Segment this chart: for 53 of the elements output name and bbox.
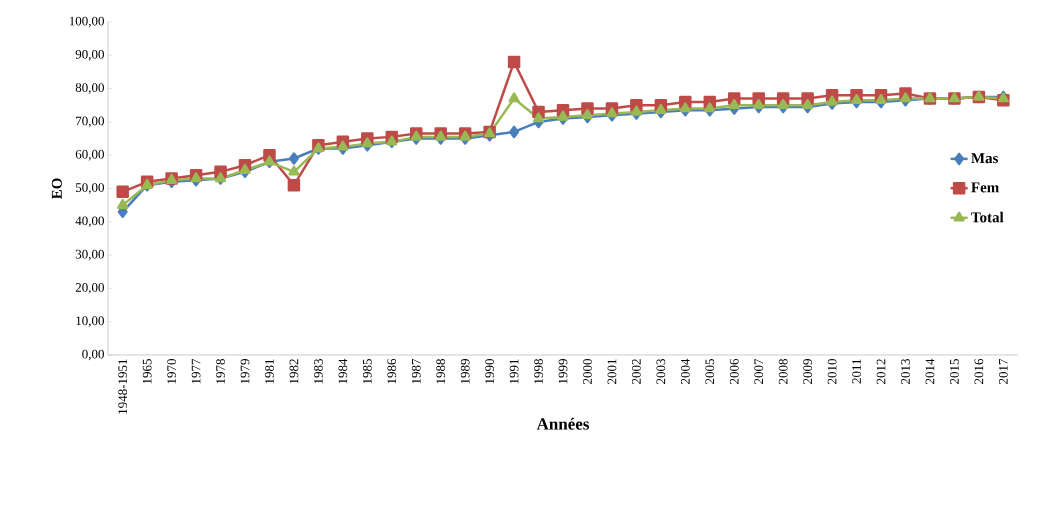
y-tick-label: 70,00 xyxy=(76,116,104,128)
x-tick-label: 1998 xyxy=(534,359,543,384)
x-tick-label: 2001 xyxy=(607,359,617,384)
x-tick-label: 2004 xyxy=(680,358,690,384)
x-tick-label: 2011 xyxy=(852,359,861,384)
x-tick-label: 1948-1951 xyxy=(118,359,128,414)
x-tick-label: 2006 xyxy=(729,358,739,384)
x-tick-label: 1978 xyxy=(216,359,225,384)
y-tick-label: 50,00 xyxy=(75,183,104,194)
y-tick-label: 40,00 xyxy=(75,216,104,228)
y-tick-label: 60,00 xyxy=(75,149,104,161)
x-tick-label: 1981 xyxy=(265,359,274,384)
legend-label: Total xyxy=(971,211,1004,223)
x-tick-label: 1988 xyxy=(436,359,446,384)
x-tick-label: 2000 xyxy=(583,359,592,384)
x-tick-label: 2008 xyxy=(778,359,788,384)
x-tick-label: 2005 xyxy=(705,359,715,384)
y-tick-label: 90,00 xyxy=(75,49,104,61)
x-tick-label: 1979 xyxy=(240,359,250,384)
x-tick-label: 1965 xyxy=(142,359,152,384)
x-tick-label: 1983 xyxy=(314,359,323,384)
x-tick-label: 1970 xyxy=(167,359,176,384)
y-tick-label: 10,00 xyxy=(76,316,104,328)
y-axis-title: EO xyxy=(51,178,62,200)
x-tick-label: 1984 xyxy=(338,358,348,384)
y-tick-label: 80,00 xyxy=(75,83,104,94)
y-tick-label: 20,00 xyxy=(75,283,104,294)
x-tick-label: 2002 xyxy=(632,359,641,384)
x-tick-label: 1982 xyxy=(289,359,299,384)
x-tick-label: 1990 xyxy=(485,359,495,384)
y-tick-label: 0,00 xyxy=(82,349,104,361)
x-tick-label: 1987 xyxy=(411,358,421,384)
x-tick-label: 2015 xyxy=(950,359,959,384)
x-tick-label: 2010 xyxy=(827,359,837,384)
x-tick-label: 1989 xyxy=(460,359,470,384)
x-axis-title: Années xyxy=(536,417,590,430)
y-tick-label: 100,00 xyxy=(69,16,104,28)
x-tick-label: 2012 xyxy=(876,359,886,384)
x-tick-label: 2009 xyxy=(803,359,813,384)
x-tick-label: 2003 xyxy=(656,359,666,384)
x-tick-label: 2017 xyxy=(998,358,1008,384)
x-tick-label: 1985 xyxy=(362,359,372,384)
legend-label: Mas xyxy=(971,153,999,164)
legend-label: Fem xyxy=(971,182,999,193)
x-tick-label: 2007 xyxy=(754,358,764,384)
x-tick-label: 1991 xyxy=(509,359,519,384)
x-tick-label: 2016 xyxy=(974,358,984,384)
x-tick-label: 2014 xyxy=(925,358,935,384)
x-tick-label: 1986 xyxy=(387,358,397,384)
x-tick-label: 2013 xyxy=(901,359,910,384)
x-tick-label: 1977 xyxy=(191,358,201,384)
x-tick-label: 1999 xyxy=(558,359,568,384)
y-tick-label: 30,00 xyxy=(75,249,104,261)
